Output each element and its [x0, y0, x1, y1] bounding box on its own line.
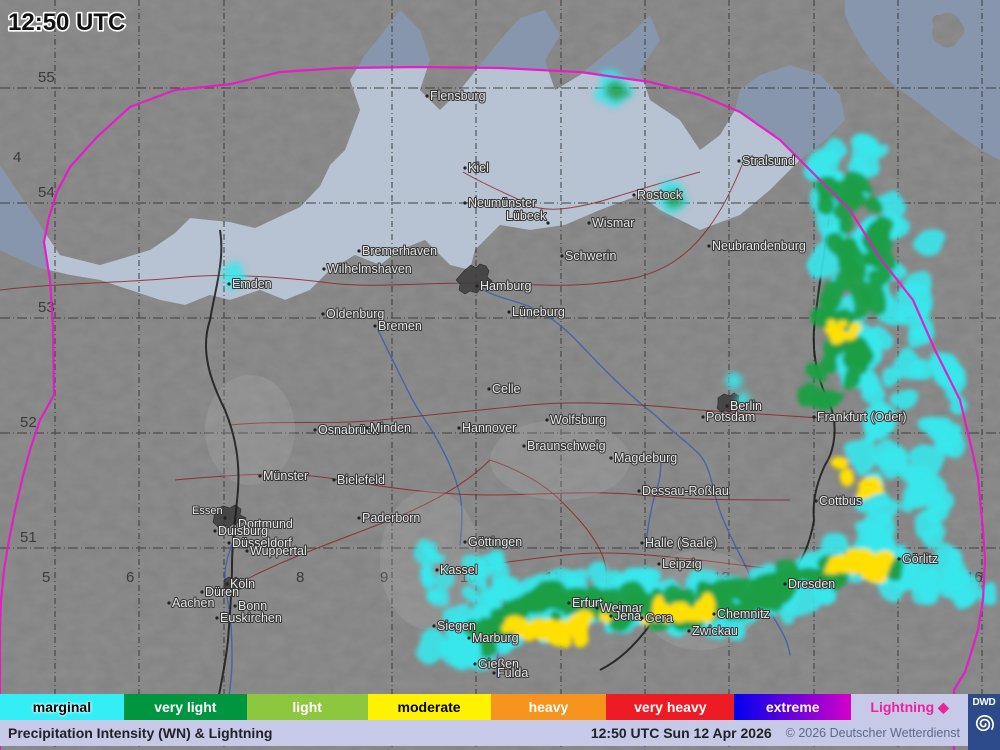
svg-text:Berlin: Berlin — [730, 399, 762, 413]
svg-text:Wilhelmshaven: Wilhelmshaven — [327, 262, 412, 276]
svg-text:51: 51 — [20, 529, 37, 546]
svg-text:Bielefeld: Bielefeld — [337, 473, 385, 487]
svg-text:4: 4 — [13, 149, 21, 166]
svg-text:Marburg: Marburg — [472, 631, 519, 645]
svg-text:Halle (Saale): Halle (Saale) — [645, 536, 717, 550]
svg-text:Essen: Essen — [192, 505, 223, 517]
svg-text:Flensburg: Flensburg — [430, 89, 486, 103]
svg-text:Euskirchen: Euskirchen — [220, 611, 282, 625]
svg-text:Jena: Jena — [614, 609, 641, 623]
svg-text:55: 55 — [38, 69, 55, 86]
svg-text:Lüneburg: Lüneburg — [512, 305, 565, 319]
svg-text:Frankfurt (Oder): Frankfurt (Oder) — [817, 410, 907, 424]
svg-text:Bremerhaven: Bremerhaven — [362, 244, 437, 258]
svg-text:Neubrandenburg: Neubrandenburg — [712, 239, 806, 253]
svg-text:Gera: Gera — [645, 611, 673, 625]
svg-text:Magdeburg: Magdeburg — [614, 451, 677, 465]
svg-text:Braunschweig: Braunschweig — [527, 439, 606, 453]
svg-text:Görlitz: Görlitz — [902, 552, 938, 566]
svg-text:Wolfsburg: Wolfsburg — [550, 413, 606, 427]
svg-text:6: 6 — [126, 569, 134, 586]
svg-text:54: 54 — [38, 184, 55, 201]
svg-text:Schwerin: Schwerin — [565, 249, 616, 263]
svg-text:Aachen: Aachen — [172, 596, 214, 610]
svg-text:Leipzig: Leipzig — [662, 557, 702, 571]
svg-text:52: 52 — [20, 414, 37, 431]
svg-text:12:50 UTC: 12:50 UTC — [8, 9, 125, 36]
svg-text:Stralsund: Stralsund — [742, 154, 795, 168]
svg-text:Kiel: Kiel — [468, 161, 489, 175]
svg-text:Dessau-Roßlau: Dessau-Roßlau — [642, 484, 729, 498]
svg-text:Rostock: Rostock — [637, 188, 683, 202]
svg-text:Bremen: Bremen — [378, 319, 422, 333]
svg-text:Neumünster: Neumünster — [468, 196, 536, 210]
svg-text:Zwickau: Zwickau — [692, 624, 738, 638]
svg-text:Dresden: Dresden — [788, 577, 835, 591]
svg-text:Fulda: Fulda — [497, 666, 528, 680]
svg-text:Paderborn: Paderborn — [362, 511, 420, 525]
svg-text:Chemnitz: Chemnitz — [717, 607, 770, 621]
svg-text:5: 5 — [42, 569, 50, 586]
svg-text:Siegen: Siegen — [437, 619, 476, 633]
svg-text:Minden: Minden — [370, 421, 411, 435]
svg-text:Lübeck: Lübeck — [506, 209, 547, 223]
svg-text:Münster: Münster — [263, 469, 308, 483]
svg-text:Wismar: Wismar — [592, 216, 634, 230]
svg-text:8: 8 — [296, 569, 304, 586]
svg-text:Celle: Celle — [492, 382, 521, 396]
svg-text:Göttingen: Göttingen — [468, 535, 522, 549]
svg-text:Hamburg: Hamburg — [480, 279, 531, 293]
svg-text:Wuppertal: Wuppertal — [250, 544, 307, 558]
svg-text:Hannover: Hannover — [462, 421, 516, 435]
svg-text:Oldenburg: Oldenburg — [326, 307, 384, 321]
svg-text:Cottbus: Cottbus — [819, 494, 862, 508]
svg-text:Kassel: Kassel — [440, 563, 478, 577]
svg-text:Emden: Emden — [232, 277, 272, 291]
